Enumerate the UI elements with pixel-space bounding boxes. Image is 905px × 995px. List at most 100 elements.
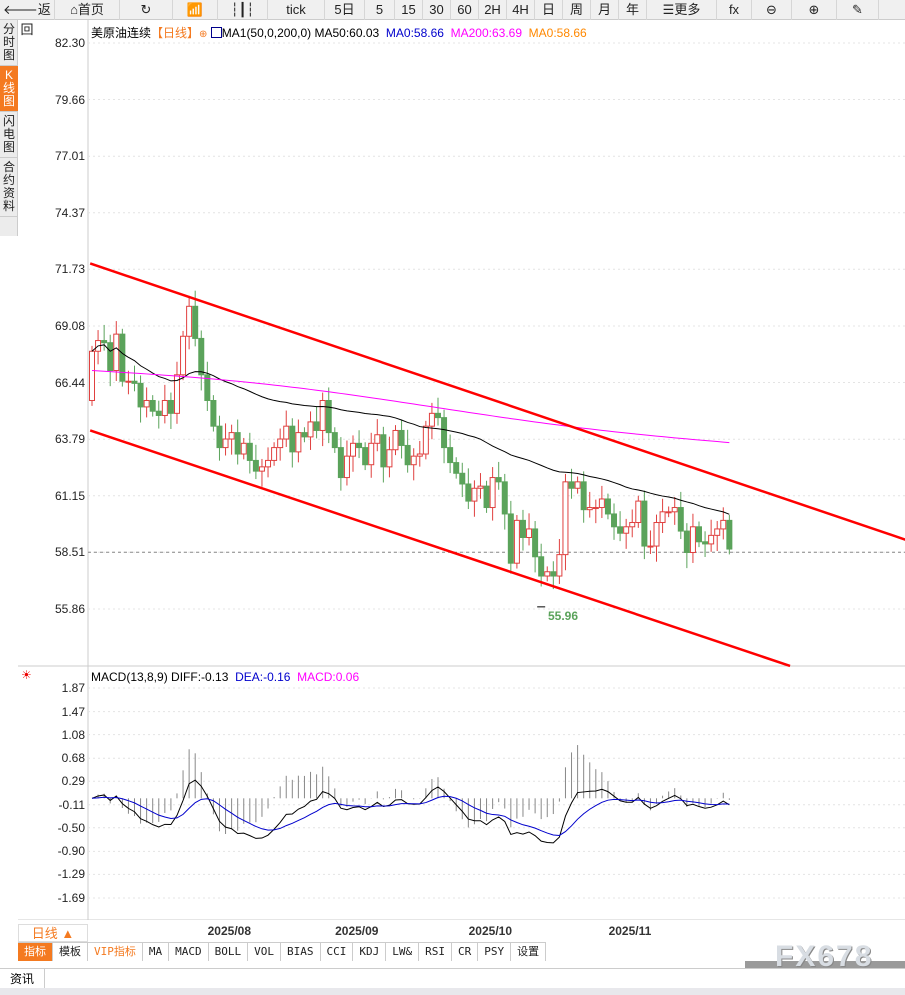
indicator-tab-2[interactable]: VIP指标 xyxy=(88,943,143,961)
indicator-tab-10[interactable]: LW& xyxy=(386,943,420,961)
indicator-tabs: 指标 模板 VIP指标 MA MACD BOLL VOL BIAS CCI KDJ LW& RSI CR… xyxy=(18,942,547,961)
candle-body xyxy=(246,442,253,461)
toolbar-button-6[interactable]: 5日 xyxy=(325,0,365,20)
toolbar-button-7[interactable]: 5 xyxy=(365,0,395,20)
toolbar: 🡐返回 ⌂首页 ↻ 📶 ┆┃┆ tick 5日 5 15 30 60 2H 4H 日周月年 ☰更多 fx ⊖ ⊕ ✎ xyxy=(0,0,905,37)
candle-body xyxy=(277,438,284,449)
toolbar-button-16[interactable]: 年 xyxy=(619,0,647,20)
indicator-tab-4[interactable]: MACD xyxy=(169,943,209,961)
candle-body xyxy=(659,511,666,524)
date-tick-label: 2025/08 xyxy=(207,924,252,938)
sidebar-item-1[interactable]: K线图 xyxy=(0,66,18,112)
sidebar-item-0[interactable]: 分时图 xyxy=(0,20,18,66)
axis-tick-label: 58.51 xyxy=(54,545,85,560)
indicator-tab-8[interactable]: CCI xyxy=(321,943,354,961)
sidebar-item-2[interactable]: 闪电图 xyxy=(0,112,18,158)
settings-circle-icon[interactable]: ⊕ xyxy=(199,29,208,40)
toolbar-button-20[interactable]: ⊕ xyxy=(792,0,837,20)
indicator-tab-14[interactable]: 设置 xyxy=(511,943,547,961)
period-button[interactable]: 日线 ▲ xyxy=(18,924,88,942)
menu-icon: ☰ xyxy=(662,2,675,17)
toolbar-button-11[interactable]: 2H xyxy=(479,0,507,20)
date-tick-label: 2025/10 xyxy=(468,924,513,938)
indicator-tab-9[interactable]: KDJ xyxy=(353,943,387,961)
home-icon: ⌂ xyxy=(70,2,78,17)
ma-indicator-icon[interactable] xyxy=(210,27,222,38)
candle-body xyxy=(483,485,490,509)
upper-channel-line xyxy=(89,262,905,541)
indicator-tab-1[interactable]: 模板 xyxy=(53,943,88,961)
toolbar-button-14[interactable]: 周 xyxy=(563,0,591,20)
candle-body xyxy=(416,453,423,457)
toolbar-button-19[interactable]: ⊖ xyxy=(752,0,792,20)
toolbar-label: 日 xyxy=(541,2,555,17)
toolbar-label: 5 xyxy=(375,2,384,17)
candle-body xyxy=(538,556,545,577)
toolbar-button-10[interactable]: 60 xyxy=(451,0,479,20)
candle-body xyxy=(295,432,302,453)
indicator-tab-0[interactable]: 指标 xyxy=(18,943,53,961)
candle-body xyxy=(149,399,156,412)
ma0-value-2: MA0:58.66 xyxy=(528,26,587,40)
ma200-value: MA200:63.69 xyxy=(450,26,522,40)
toolbar-button-12[interactable]: 4H xyxy=(507,0,535,20)
sidebar-item-3[interactable]: 合约资料 xyxy=(0,158,18,217)
candle-body xyxy=(386,449,393,468)
indicator-tab-13[interactable]: PSY xyxy=(478,943,512,961)
toolbar-button-4[interactable]: ┆┃┆ xyxy=(218,0,268,20)
sun-icon[interactable]: ☀ xyxy=(21,668,32,682)
toolbar-button-15[interactable]: 月 xyxy=(591,0,619,20)
toolbar-label: 返回 xyxy=(20,2,51,37)
candle-body xyxy=(562,481,569,556)
candle-body xyxy=(507,513,514,564)
toolbar-button-9[interactable]: 30 xyxy=(423,0,451,20)
candle-body xyxy=(580,481,587,511)
toolbar-label: 首页 xyxy=(77,2,104,17)
candle-body xyxy=(702,541,709,545)
candle-body xyxy=(89,350,95,401)
candle-body xyxy=(671,507,678,513)
toolbar-button-3[interactable]: 📶 xyxy=(173,0,218,20)
candle-body xyxy=(501,481,508,515)
toolbar-button-21[interactable]: ✎ xyxy=(837,0,879,20)
toolbar-button-18[interactable]: fx xyxy=(717,0,752,20)
indicator-tab-3[interactable]: MA xyxy=(143,943,170,961)
axis-tick-label: -0.50 xyxy=(57,820,85,835)
indicator-tab-12[interactable]: CR xyxy=(452,943,479,961)
dea-value: DEA:-0.16 xyxy=(235,670,291,684)
candle-body xyxy=(447,447,454,464)
candle-body xyxy=(556,554,563,577)
ma50-line xyxy=(91,344,730,515)
indicator-tab-11[interactable]: RSI xyxy=(419,943,452,961)
toolbar-button-2[interactable]: ↻ xyxy=(120,0,173,20)
toolbar-button-13[interactable]: 日 xyxy=(535,0,563,20)
axis-tick-label: 63.79 xyxy=(54,432,85,447)
toolbar-label: 周 xyxy=(569,2,583,17)
watermark-logo: FX678 xyxy=(775,940,874,973)
diff-value: DIFF:-0.13 xyxy=(171,670,229,684)
toolbar-button-0[interactable]: 🡐返回 xyxy=(0,0,55,37)
indicator-tab-5[interactable]: BOLL xyxy=(209,943,249,961)
scroll-strip[interactable] xyxy=(745,961,905,969)
back-arrow-icon: 🡐 xyxy=(3,2,38,17)
toolbar-button-8[interactable]: 15 xyxy=(395,0,423,20)
macd-name: MACD(13,8,9) xyxy=(91,670,168,684)
refresh-icon: ↻ xyxy=(140,2,152,17)
main-legend: 美原油连续【日线】⊕ MA1(50,0,200,0) MA50:60.03 MA… xyxy=(91,24,587,41)
candle-body xyxy=(119,333,126,382)
toolbar-button-17[interactable]: ☰更多 xyxy=(647,0,717,20)
toolbar-button-5[interactable]: tick xyxy=(268,0,325,20)
candle-body xyxy=(689,526,696,553)
toolbar-label: 更多 xyxy=(674,2,701,17)
candle-body xyxy=(337,447,344,479)
toolbar-label: 15 xyxy=(401,2,416,17)
indicator-tab-7[interactable]: BIAS xyxy=(281,943,321,961)
toolbar-button-1[interactable]: ⌂首页 xyxy=(55,0,120,20)
candle-body xyxy=(696,526,702,543)
candle-body xyxy=(453,462,460,474)
axis-tick-label: -1.29 xyxy=(57,867,85,882)
tab-news[interactable]: 资讯 xyxy=(0,969,45,989)
candle-body xyxy=(623,526,630,534)
indicator-tab-6[interactable]: VOL xyxy=(248,943,281,961)
candle-body xyxy=(350,442,357,457)
